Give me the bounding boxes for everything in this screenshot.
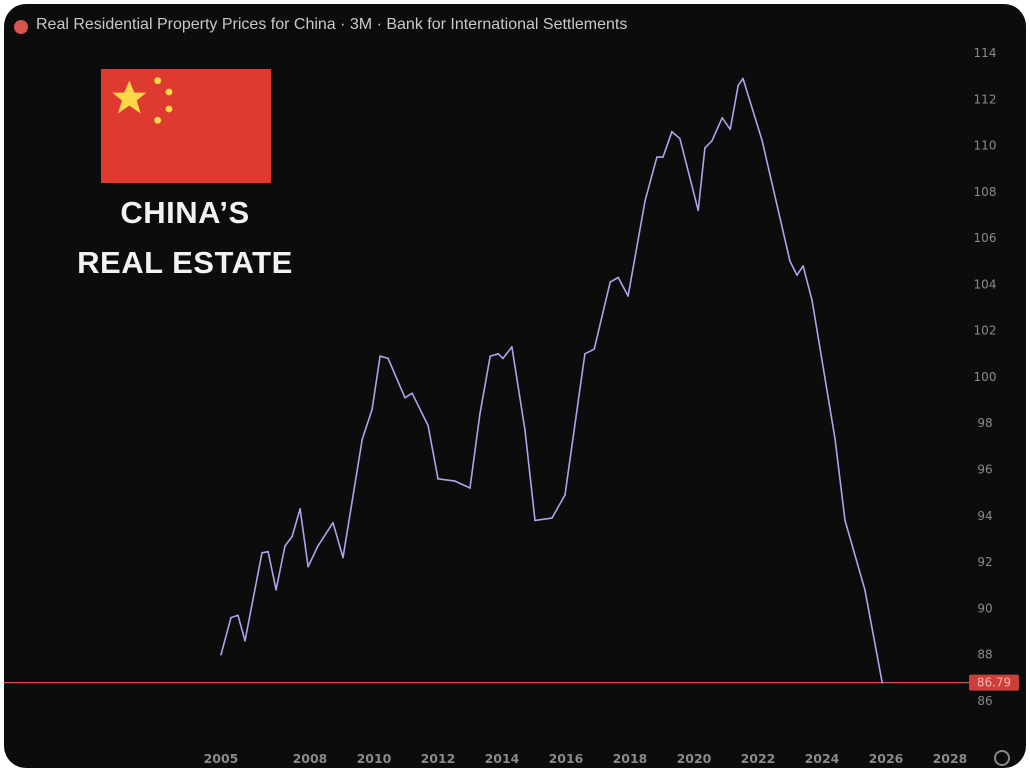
data-point <box>427 424 429 427</box>
y-tick-label: 86 <box>977 694 992 708</box>
data-point <box>379 355 381 357</box>
data-point <box>593 348 595 350</box>
data-point <box>679 137 681 140</box>
y-tick-label: 108 <box>974 185 997 199</box>
data-point <box>371 408 373 411</box>
data-point <box>361 438 363 441</box>
x-tick-label: 2016 <box>549 751 584 766</box>
data-point <box>299 508 301 510</box>
data-point <box>551 517 553 519</box>
current-price-label: 86.79 <box>977 676 1011 690</box>
data-point <box>864 589 866 591</box>
data-point <box>437 477 439 480</box>
y-tick-label: 102 <box>974 324 997 338</box>
x-tick-label: 2014 <box>485 751 520 766</box>
y-tick-label: 90 <box>977 601 992 615</box>
x-tick-label: 2026 <box>869 751 904 766</box>
data-point <box>411 392 413 394</box>
data-point <box>564 494 566 496</box>
data-point <box>511 346 513 348</box>
data-point <box>704 147 706 149</box>
y-tick-label: 104 <box>974 277 997 291</box>
y-tick-label: 98 <box>977 416 992 430</box>
data-point <box>307 565 309 568</box>
data-point <box>534 519 536 522</box>
x-tick-label: 2020 <box>677 751 712 766</box>
chart-panel: 86 88 90 92 94 96 98 100 102 104 106 108 110 112 114 20… <box>4 4 1026 768</box>
y-tick-label: 114 <box>974 46 997 60</box>
settings-icon[interactable] <box>994 750 1010 766</box>
y-tick-label: 94 <box>977 509 992 523</box>
data-point <box>342 556 344 559</box>
data-point <box>742 77 744 80</box>
y-tick-label: 106 <box>974 231 997 245</box>
x-tick-label: 2005 <box>204 751 239 766</box>
data-point <box>284 545 286 547</box>
y-tick-label: 112 <box>974 92 997 106</box>
data-point <box>662 156 664 158</box>
data-point <box>454 480 456 482</box>
data-point <box>261 552 263 554</box>
data-point <box>275 589 277 591</box>
price-series-line <box>220 77 883 683</box>
data-point <box>489 355 491 357</box>
data-point <box>524 429 526 431</box>
data-point <box>737 84 739 87</box>
data-point <box>497 353 499 355</box>
data-point <box>267 550 269 553</box>
data-point <box>656 156 658 158</box>
data-point <box>721 116 723 119</box>
data-point <box>244 639 246 642</box>
data-point <box>291 535 293 538</box>
data-point <box>729 128 731 131</box>
current-price-badge <box>969 674 1019 691</box>
data-point <box>220 653 222 656</box>
data-point <box>627 295 629 297</box>
data-point <box>881 681 883 684</box>
headline-line2: REAL ESTATE <box>77 245 293 280</box>
data-point <box>230 616 232 619</box>
data-point <box>237 614 239 617</box>
data-point <box>796 274 798 276</box>
data-point <box>479 413 481 415</box>
x-tick-label: 2018 <box>613 751 648 766</box>
chart-title: Real Residential Property Prices for Chi… <box>36 16 628 33</box>
x-tick-label: 2028 <box>933 751 968 766</box>
y-tick-label: 88 <box>977 648 992 662</box>
x-tick-label: 2012 <box>421 751 456 766</box>
data-point <box>317 545 319 547</box>
x-tick-label: 2008 <box>293 751 328 766</box>
data-point <box>697 209 699 212</box>
data-point <box>671 130 673 133</box>
data-point <box>584 353 586 355</box>
y-tick-label: 110 <box>974 139 997 153</box>
data-point <box>469 487 471 489</box>
data-point <box>387 357 389 360</box>
china-flag-icon <box>101 69 271 183</box>
x-tick-label: 2024 <box>805 751 840 766</box>
data-point <box>844 519 846 522</box>
y-tick-label: 100 <box>974 370 997 384</box>
data-point <box>811 299 813 302</box>
data-point <box>404 396 406 399</box>
data-point <box>502 357 504 360</box>
price-chart: 86 88 90 92 94 96 98 100 102 104 106 108 110 112 114 20… <box>4 46 1019 766</box>
data-point <box>609 281 611 283</box>
data-point <box>617 276 619 279</box>
status-dot-icon <box>14 20 28 34</box>
data-point <box>789 260 791 263</box>
data-point <box>761 140 763 142</box>
data-point <box>711 140 713 142</box>
data-point <box>332 521 334 524</box>
data-point <box>802 265 804 267</box>
x-tick-label: 2010 <box>357 751 392 766</box>
y-tick-label: 96 <box>977 463 992 477</box>
y-tick-label: 92 <box>977 555 992 569</box>
x-tick-label: 2022 <box>741 751 776 766</box>
data-point <box>644 200 646 202</box>
headline-line1: CHINA’S <box>120 195 250 230</box>
data-point <box>834 438 836 441</box>
